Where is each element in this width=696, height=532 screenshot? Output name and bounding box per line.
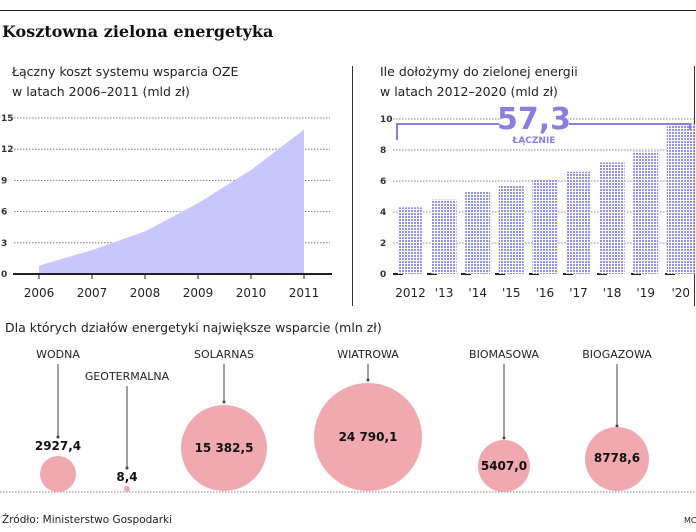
bubble-value-label: 8,4 (116, 470, 137, 484)
bubble (40, 456, 76, 492)
leader-dot (366, 378, 370, 382)
x-tick-label: '14 (468, 286, 487, 300)
y-tick-label: 6 (380, 177, 386, 187)
x-tick-label: 2012 (395, 286, 426, 300)
bubble-category-label: GEOTERMALNA (85, 370, 170, 383)
y-tick-label: 15 (1, 114, 14, 124)
x-tick-label: 2008 (130, 286, 161, 300)
bar (498, 185, 524, 274)
right-chart-title-line1: Ile dołożymy do zielonej energii (380, 64, 578, 79)
bubble (124, 486, 130, 492)
bubble (478, 440, 530, 492)
total-value: 57,3 (497, 102, 571, 137)
bar (532, 179, 558, 274)
bar (666, 123, 695, 275)
credit: MC (684, 516, 696, 525)
x-tick-label: '16 (536, 286, 555, 300)
bar (633, 151, 659, 274)
x-tick-label: 2007 (77, 286, 108, 300)
y-tick-label: 8 (380, 146, 386, 156)
y-tick-label: 4 (380, 208, 386, 218)
x-tick-label: '19 (636, 286, 655, 300)
bubble (181, 405, 267, 491)
right-chart-title-line2: w latach 2012–2020 (mld zł) (380, 84, 558, 99)
bubble-value-label: 24 790,1 (339, 430, 398, 444)
page-title: Kosztowna zielona energetyka (2, 22, 274, 41)
left-chart-subtitle: Łączny koszt systemu wsparcia OZE w lata… (12, 62, 238, 102)
right-chart-subtitle: Ile dołożymy do zielonej energii w latac… (380, 62, 578, 102)
bubble (585, 427, 649, 491)
leader-dot (125, 466, 129, 470)
bubble-category-label: BIOGAZOWA (582, 348, 652, 361)
bar (398, 207, 423, 274)
y-tick-label: 3 (1, 239, 7, 249)
leader-dot (502, 436, 506, 440)
x-tick-label: 2006 (24, 286, 55, 300)
bubble-category-label: WIATROWA (337, 348, 399, 361)
leader-dot (615, 424, 619, 428)
x-tick-label: '20 (672, 286, 691, 300)
x-tick-label: '18 (603, 286, 622, 300)
bubble-value-label: 2927,4 (35, 439, 81, 453)
total-label-background (500, 100, 568, 146)
bar (431, 199, 457, 274)
bubble-value-label: 8778,6 (594, 451, 640, 465)
bubble-chart-title: Dla których działów energetyki największ… (5, 320, 382, 335)
source-note: Źródło: Ministerstwo Gospodarki (2, 514, 173, 526)
bar (599, 162, 625, 274)
y-tick-label: 0 (1, 270, 7, 280)
x-tick-label: '15 (502, 286, 521, 300)
divider (352, 66, 353, 306)
total-bracket (396, 123, 691, 140)
bubble-category-label: WODNA (36, 348, 80, 361)
y-tick-label: 6 (1, 208, 7, 218)
x-tick-label: 2009 (183, 286, 214, 300)
x-tick-label: '13 (435, 286, 454, 300)
left-chart-title-line1: Łączny koszt systemu wsparcia OZE (12, 64, 239, 79)
leader-dot (222, 400, 226, 404)
x-tick-label: 2010 (236, 286, 267, 300)
y-tick-label: 10 (380, 115, 393, 125)
y-tick-label: 12 (1, 145, 14, 155)
y-tick-label: 2 (380, 239, 386, 249)
y-tick-label: 0 (380, 270, 386, 280)
bubble-value-label: 15 382,5 (195, 441, 254, 455)
leader-dot (56, 435, 60, 439)
bubble-value-label: 5407,0 (481, 459, 527, 473)
bubble-category-label: SOLARNAS (194, 348, 254, 361)
bubble (314, 383, 422, 491)
top-rule (0, 10, 696, 11)
area-series (39, 129, 304, 274)
x-tick-label: 2011 (289, 286, 320, 300)
x-tick-label: '17 (569, 286, 588, 300)
bar (566, 171, 591, 274)
y-tick-label: 9 (1, 176, 7, 186)
bubble-category-label: BIOMASOWA (469, 348, 539, 361)
left-chart-title-line2: w latach 2006–2011 (mld zł) (12, 84, 190, 99)
total-label: ŁĄCZNIE (512, 136, 556, 146)
bar (465, 191, 491, 274)
